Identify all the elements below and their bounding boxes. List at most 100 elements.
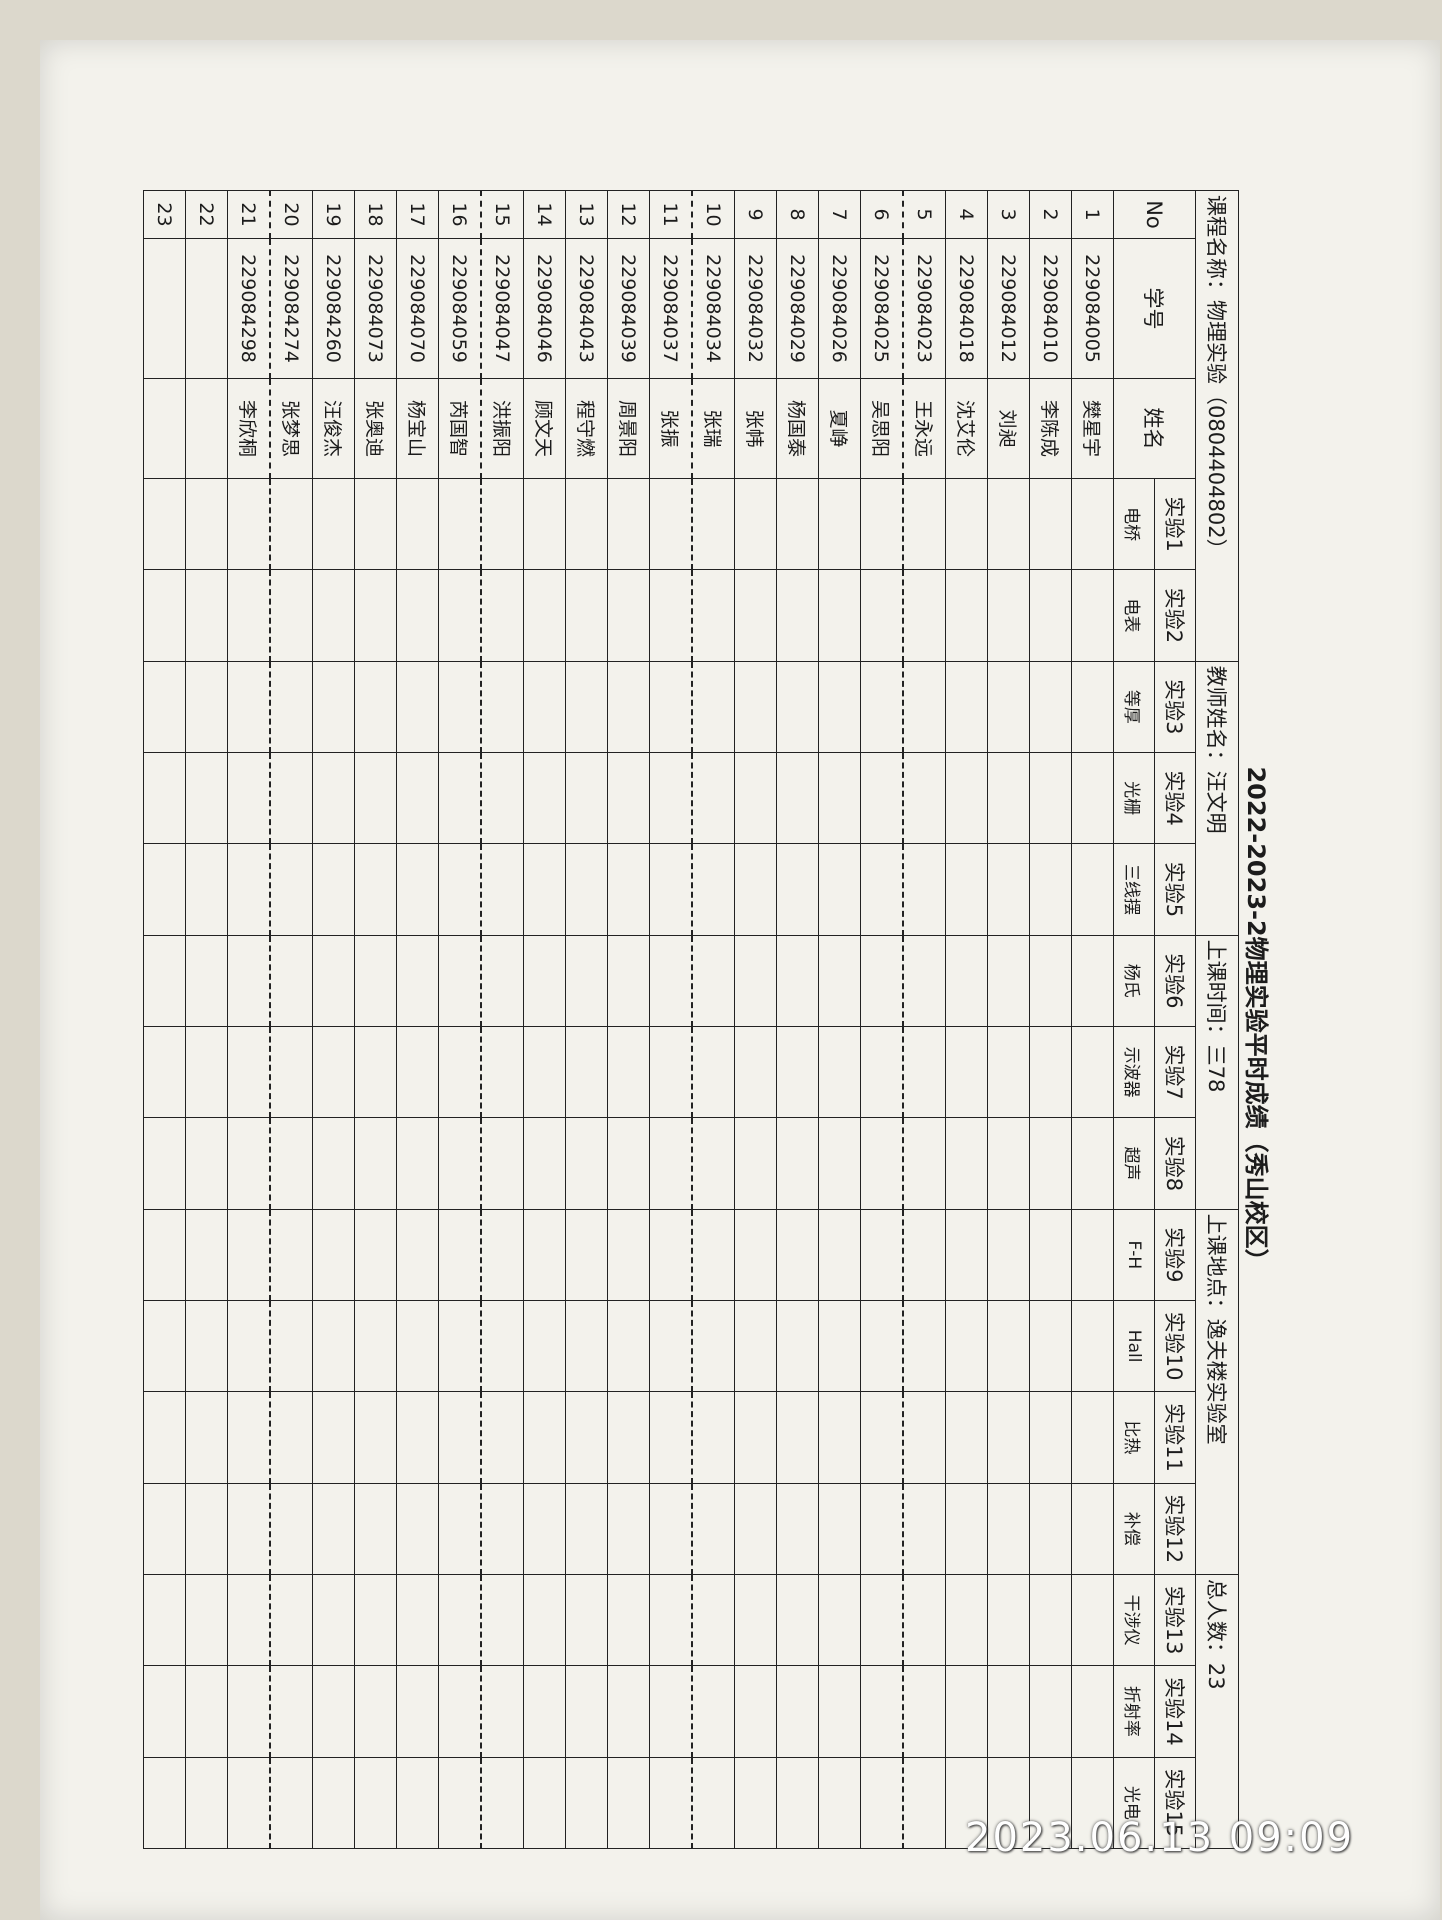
- score-cell: [860, 1117, 903, 1210]
- photo-timestamp: 2023.06.13 09:09: [965, 1815, 1355, 1861]
- score-cell: [860, 569, 903, 662]
- column-header: 学号: [1113, 238, 1196, 379]
- student-id: 229084018: [945, 238, 988, 379]
- student-no: 12: [607, 190, 650, 239]
- score-cell: [776, 1391, 819, 1484]
- score-cell: [903, 935, 946, 1027]
- score-cell: [481, 1757, 524, 1849]
- score-cell: [903, 1209, 946, 1301]
- score-cell: [523, 1665, 566, 1758]
- student-name: 张帏: [734, 378, 777, 479]
- score-cell: [692, 935, 735, 1027]
- student-name: 李陈成: [1029, 378, 1072, 479]
- score-cell: [354, 1209, 397, 1301]
- score-cell: [354, 569, 397, 662]
- score-cell: [354, 1757, 397, 1849]
- score-cell: [185, 569, 228, 662]
- score-cell: [312, 843, 355, 936]
- score-cell: [227, 1026, 270, 1118]
- score-cell: [945, 935, 988, 1027]
- student-no: 5: [903, 190, 946, 239]
- score-cell: [396, 843, 439, 936]
- column-header: 姓名: [1113, 378, 1196, 479]
- score-cell: [860, 935, 903, 1027]
- score-cell: [692, 752, 735, 844]
- score-cell: [903, 1665, 946, 1758]
- score-cell: [565, 935, 608, 1027]
- student-row: 15 229084047 洪振阳: [481, 190, 524, 1849]
- sheet-title: 2022-2023-2物理实验平时成绩（秀山校区）: [1242, 766, 1271, 1273]
- score-cell: [354, 1117, 397, 1210]
- experiment-number: 实验13: [1154, 1574, 1196, 1666]
- student-name: 夏峥: [818, 378, 861, 479]
- score-cell: [903, 1483, 946, 1575]
- score-cell: [1071, 1483, 1114, 1575]
- experiment-name: 干涉仪: [1113, 1574, 1155, 1666]
- student-row: 5 229084023 王永远: [903, 190, 946, 1849]
- score-cell: [312, 1209, 355, 1301]
- score-cell: [227, 661, 270, 753]
- paper: [40, 40, 1440, 1920]
- score-cell: [438, 569, 481, 662]
- score-cell: [438, 1026, 481, 1118]
- score-cell: [734, 1757, 777, 1849]
- student-id: 229084047: [481, 238, 524, 379]
- info-course: 课程名称：物理实验（0804404802）: [1195, 190, 1239, 662]
- score-cell: [945, 1026, 988, 1118]
- student-name: 芮国智: [438, 378, 481, 479]
- score-cell: [523, 661, 566, 753]
- score-cell: [312, 1391, 355, 1484]
- score-cell: [903, 1117, 946, 1210]
- score-cell: [1071, 1209, 1114, 1301]
- score-cell: [1029, 1026, 1072, 1118]
- score-cell: [270, 1300, 313, 1392]
- score-cell: [607, 1300, 650, 1392]
- score-cell: [143, 1391, 186, 1484]
- score-cell: [860, 1574, 903, 1666]
- score-cell: [1029, 569, 1072, 662]
- score-cell: [734, 843, 777, 936]
- experiment-name: 电桥: [1113, 478, 1155, 570]
- score-cell: [227, 1483, 270, 1575]
- student-row: 2 229084010 李陈成: [1029, 190, 1072, 1849]
- score-cell: [607, 1757, 650, 1849]
- score-cell: [227, 752, 270, 844]
- score-cell: [185, 752, 228, 844]
- score-cell: [1071, 752, 1114, 844]
- student-row: 14 229084046 顾文天: [523, 190, 566, 1849]
- score-cell: [776, 1483, 819, 1575]
- score-cell: [481, 1483, 524, 1575]
- student-name: 顾文天: [523, 378, 566, 479]
- score-cell: [987, 1483, 1030, 1575]
- score-cell: [734, 569, 777, 662]
- experiment-number: 实验9: [1154, 1209, 1196, 1301]
- score-cell: [607, 1209, 650, 1301]
- score-cell: [1071, 935, 1114, 1027]
- experiment-number: 实验1: [1154, 478, 1196, 570]
- score-cell: [860, 752, 903, 844]
- score-cell: [565, 569, 608, 662]
- score-cell: [692, 1026, 735, 1118]
- score-cell: [354, 752, 397, 844]
- score-cell: [185, 843, 228, 936]
- score-cell: [860, 1026, 903, 1118]
- score-cell: [734, 1391, 777, 1484]
- score-cell: [143, 1026, 186, 1118]
- score-cell: [692, 1209, 735, 1301]
- score-cell: [1071, 843, 1114, 936]
- score-cell: [396, 1757, 439, 1849]
- student-no: 7: [818, 190, 861, 239]
- score-cell: [354, 1391, 397, 1484]
- score-cell: [185, 478, 228, 570]
- student-no: 23: [143, 190, 186, 239]
- score-cell: [438, 1665, 481, 1758]
- score-cell: [227, 478, 270, 570]
- score-cell: [523, 1117, 566, 1210]
- student-row: 20 229084274 张梦思: [270, 190, 313, 1849]
- score-cell: [1071, 1026, 1114, 1118]
- score-cell: [565, 1300, 608, 1392]
- score-cell: [692, 1391, 735, 1484]
- score-cell: [734, 1117, 777, 1210]
- student-no: 6: [860, 190, 903, 239]
- student-no: 20: [270, 190, 313, 239]
